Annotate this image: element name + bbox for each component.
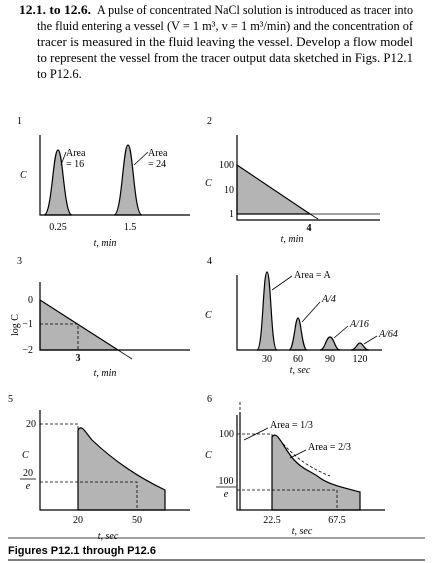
x-label: t, min <box>94 368 117 379</box>
shaded-region <box>39 298 121 351</box>
caption: Figures P12.1 through P12.6 <box>8 545 156 557</box>
peak <box>350 342 370 351</box>
annotation: = 16 <box>66 159 84 170</box>
leader-line <box>60 151 67 166</box>
x-label: t, sec <box>290 365 311 376</box>
line-extension <box>117 349 133 360</box>
guide-line <box>40 423 79 430</box>
y-label: C <box>205 310 212 321</box>
line-extension <box>309 213 319 220</box>
paragraph-line: tracer is measured in the fluid leaving … <box>37 35 414 49</box>
x-label: t, min <box>281 234 304 245</box>
y-tick-label: 0 <box>28 295 33 306</box>
x-tick-label: 20 <box>73 515 83 526</box>
axes <box>236 135 380 221</box>
x-tick-label: 50 <box>132 515 142 526</box>
peak <box>256 271 278 351</box>
axes <box>236 415 385 511</box>
y-tick-label: 10 <box>224 185 234 196</box>
y-tick-label: 100 <box>219 160 234 171</box>
paragraph-line: the fluid entering a vessel (V = 1 m³, v… <box>37 19 414 33</box>
leader-line <box>333 325 349 339</box>
x-tick-label: 0.25 <box>49 222 67 233</box>
problem-heading: 12.1. to 12.6. <box>19 3 91 17</box>
guide-line <box>40 481 138 510</box>
dashed-curve <box>279 439 331 477</box>
x-tick-label: 60 <box>293 354 303 365</box>
x-tick-label: 22.5 <box>263 515 281 526</box>
figure-number: 6 <box>207 394 212 405</box>
peak <box>113 144 143 216</box>
x-label: t, min <box>94 238 117 249</box>
y-label: C <box>22 450 29 461</box>
y-tick-label: 20 <box>26 419 36 430</box>
x-tick-label: 4 <box>307 223 312 234</box>
fraction-denominator: e <box>224 489 229 500</box>
peak <box>319 336 341 351</box>
x-label: t, sec <box>98 531 119 542</box>
leader-line <box>363 335 378 345</box>
x-tick-label: 3 <box>76 353 81 364</box>
shaded-region <box>271 434 361 511</box>
annotation: Area = 2/3 <box>308 442 351 453</box>
axes <box>39 282 190 351</box>
leader-line <box>133 151 149 166</box>
annotation: A/4 <box>321 294 336 305</box>
peak <box>43 149 73 216</box>
paragraph-text: A pulse of concentrated NaCl solution is… <box>97 3 413 17</box>
leader-line <box>289 449 307 459</box>
figure-number: 5 <box>8 394 13 405</box>
y-label: C <box>205 450 212 461</box>
figure-number: 2 <box>207 116 212 127</box>
y-tick-label: 1 <box>229 209 234 220</box>
shaded-region <box>236 163 312 215</box>
peak <box>288 317 308 351</box>
axes <box>39 410 190 511</box>
x-tick-label: 90 <box>325 354 335 365</box>
leader-line <box>271 275 293 291</box>
y-tick-label: −1 <box>22 319 33 330</box>
x-tick-label: 30 <box>262 354 272 365</box>
y-label: C <box>205 178 212 189</box>
annotation: = 24 <box>148 159 166 170</box>
x-tick-label: 1.5 <box>124 222 137 233</box>
annotation: Area <box>148 148 168 159</box>
y-label: log C <box>10 314 21 336</box>
guide-line <box>237 489 338 510</box>
axes <box>236 275 382 351</box>
figure-number: 4 <box>207 256 212 267</box>
shaded-region <box>77 427 166 511</box>
annotation: Area <box>66 148 86 159</box>
figure-number: 3 <box>17 256 22 267</box>
annotation: Area = 1/3 <box>270 420 313 431</box>
guide-line <box>40 323 79 350</box>
fraction-denominator: e <box>26 481 31 492</box>
fraction-numerator: 100 <box>219 476 234 487</box>
paragraph-line: to P12.6. <box>37 67 82 81</box>
guide-line <box>237 433 273 437</box>
y-tick-label: −2 <box>22 345 33 356</box>
y-label-text: log C <box>10 314 21 336</box>
x-tick-label: 67.5 <box>328 515 346 526</box>
x-label: t, sec <box>292 526 313 537</box>
figure-number: 1 <box>17 116 22 127</box>
annotation: A/64 <box>378 329 398 340</box>
leader-line <box>243 427 269 441</box>
leader-line <box>301 301 321 323</box>
y-tick-label: 100 <box>219 429 234 440</box>
paragraph-line: to represent the vessel from the tracer … <box>37 51 413 65</box>
x-tick-label: 120 <box>353 354 368 365</box>
annotation: Area = A <box>294 270 332 281</box>
y-label: C <box>20 170 27 181</box>
annotation: A/16 <box>349 319 369 330</box>
fraction-numerator: 20 <box>23 468 33 479</box>
paragraph-line: 12.1. to 12.6. A pulse of concentrated N… <box>19 3 413 17</box>
axes <box>39 135 190 216</box>
